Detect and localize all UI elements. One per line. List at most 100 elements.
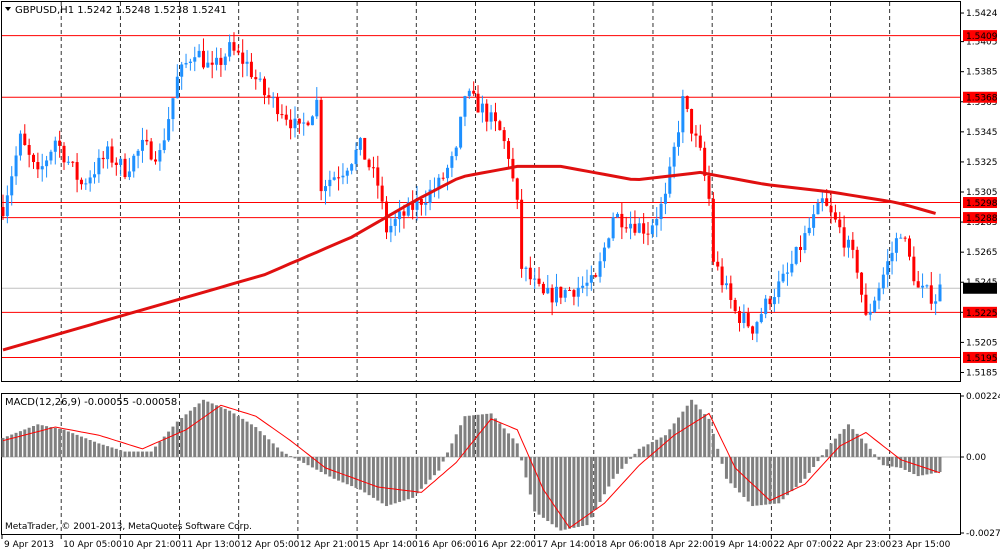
price-tick-label: 1.5385 <box>966 68 998 78</box>
macd-bar <box>546 457 550 522</box>
candle-body <box>398 211 402 220</box>
candle-body <box>428 189 432 203</box>
macd-bar <box>58 428 62 458</box>
candle-body <box>533 278 537 280</box>
macd-bar <box>415 457 419 494</box>
candle-body <box>293 118 297 129</box>
macd-bar <box>820 455 824 458</box>
candle-body <box>694 133 698 136</box>
macd-bar <box>672 423 676 458</box>
macd-bar <box>629 457 633 459</box>
macd-bar <box>507 433 511 458</box>
candle-body <box>489 112 493 122</box>
macd-bar <box>206 401 210 458</box>
macd-bar <box>53 427 57 458</box>
macd-bar <box>846 424 850 458</box>
time-axis: 9 Apr 2013 10 Apr 05:00 10 Apr 21:00 11 Apr… <box>1 535 951 550</box>
candle-body <box>245 61 249 64</box>
candle-body <box>881 274 885 289</box>
macd-bar <box>764 457 768 505</box>
candle-body <box>677 132 681 147</box>
candle-body <box>546 287 550 294</box>
candle-body <box>537 278 541 284</box>
candle-body <box>350 164 354 171</box>
candle-body <box>158 150 162 162</box>
candle-body <box>119 158 123 165</box>
macd-bar <box>738 457 742 493</box>
macd-bar <box>249 424 253 458</box>
macd-bar <box>119 450 123 458</box>
macd-bar <box>903 457 907 470</box>
candle-body <box>650 225 654 235</box>
candle-body <box>310 116 314 126</box>
candle-body <box>746 313 750 327</box>
candle-body <box>624 227 628 229</box>
macd-bar <box>598 457 602 502</box>
macd-bar <box>367 457 371 496</box>
candle-body <box>873 300 877 313</box>
candle-body <box>271 97 275 99</box>
macd-bar <box>929 457 933 474</box>
macd-bar <box>254 427 258 458</box>
macd-bar <box>18 431 22 458</box>
candle-body <box>358 137 362 150</box>
macd-histogram <box>1 399 942 531</box>
candle-body <box>450 156 454 168</box>
macd-bar <box>446 452 450 458</box>
macd-bar <box>921 457 925 476</box>
candle-body <box>524 267 528 269</box>
macd-pane[interactable] <box>1 393 961 535</box>
candle-body <box>84 183 88 185</box>
macd-bar <box>659 437 663 458</box>
macd-bar <box>868 448 872 458</box>
macd-bar <box>520 457 524 461</box>
macd-bar <box>890 457 894 467</box>
macd-bar <box>14 432 18 458</box>
macd-bar <box>280 451 284 458</box>
macd-bar <box>5 436 9 458</box>
candle-body <box>581 285 585 288</box>
macd-bar <box>724 457 728 479</box>
macd-bar <box>685 405 689 458</box>
candle-body <box>646 233 650 235</box>
macd-bar <box>223 408 227 458</box>
candle-body <box>228 42 232 57</box>
macd-bar <box>663 435 667 458</box>
macd-bar <box>393 457 397 504</box>
macd-bar <box>175 421 179 458</box>
candle-body <box>864 294 868 315</box>
candle-body <box>437 177 441 190</box>
candle-body <box>777 281 781 298</box>
macd-bar <box>158 441 162 458</box>
macd-bar <box>485 413 489 458</box>
macd-bar <box>502 428 506 458</box>
macd-bar <box>459 425 463 458</box>
candle-body <box>354 149 358 165</box>
candles <box>1 32 942 343</box>
macd-bar <box>236 416 240 458</box>
candle-body <box>106 146 110 160</box>
candle-body <box>71 161 75 163</box>
candle-body <box>123 158 127 178</box>
candle-body <box>175 76 179 99</box>
macd-bar <box>23 429 27 458</box>
macd-bar <box>463 416 467 458</box>
candle-body <box>825 198 829 206</box>
macd-bar <box>881 457 885 466</box>
triangle-down-icon[interactable] <box>5 7 11 11</box>
candle-body <box>707 175 711 199</box>
level-badge-label: 1.5288 <box>966 214 998 224</box>
macd-bar <box>807 457 811 473</box>
time-tick-label: 11 Apr 13:00 <box>182 540 241 550</box>
time-tick-label: 9 Apr 2013 <box>4 540 54 550</box>
macd-bar <box>232 413 236 458</box>
candle-body <box>328 179 332 187</box>
candle-body <box>598 261 602 277</box>
candle-body <box>615 213 619 218</box>
macd-tick-label: 0.00 <box>966 453 986 463</box>
macd-bar <box>385 457 389 507</box>
macd-bar <box>533 457 537 512</box>
level-lines <box>2 35 960 358</box>
candle-body <box>602 247 606 262</box>
